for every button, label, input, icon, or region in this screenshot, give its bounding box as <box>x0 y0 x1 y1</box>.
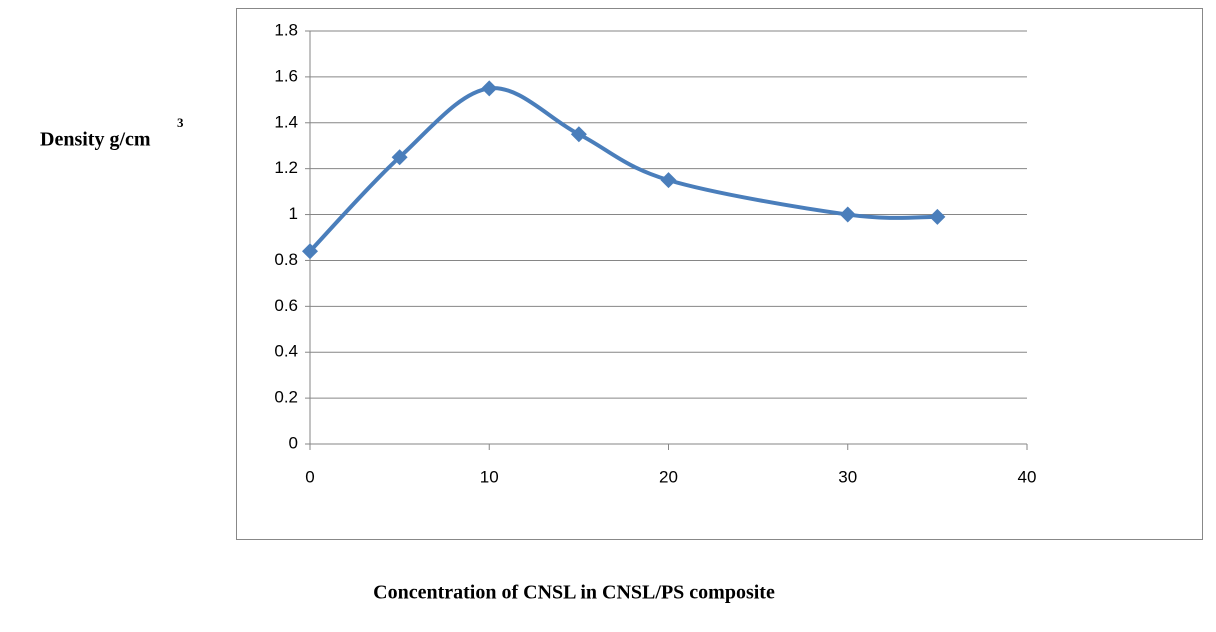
y-tick-label: 1.2 <box>274 158 298 177</box>
y-tick-label: 1 <box>289 204 298 223</box>
y-tick-label: 1.6 <box>274 66 298 85</box>
x-tick-label: 30 <box>838 467 857 486</box>
y-axis-label-superscript: 3 <box>177 115 184 130</box>
data-point <box>570 126 587 143</box>
data-point <box>839 206 856 223</box>
data-point <box>481 80 498 97</box>
data-point <box>302 243 318 260</box>
x-tick-label: 0 <box>305 467 314 486</box>
x-tick-label: 40 <box>1018 467 1037 486</box>
y-tick-label: 0.6 <box>274 296 298 315</box>
data-point <box>391 149 408 166</box>
y-tick-label: 1.4 <box>274 112 298 131</box>
x-tick-label: 20 <box>659 467 678 486</box>
y-tick-label: 0.8 <box>274 250 298 269</box>
x-axis-label: Concentration of CNSL in CNSL/PS composi… <box>373 582 775 604</box>
data-point <box>660 172 677 189</box>
y-tick-label: 0.2 <box>274 388 298 407</box>
data-point <box>929 208 946 225</box>
y-axis-label: Density g/cm <box>40 129 151 151</box>
x-tick-label: 10 <box>480 467 499 486</box>
chart-border <box>236 8 1203 540</box>
y-tick-label: 1.8 <box>274 20 298 39</box>
y-tick-label: 0 <box>289 433 298 452</box>
y-tick-label: 0.4 <box>274 342 298 361</box>
